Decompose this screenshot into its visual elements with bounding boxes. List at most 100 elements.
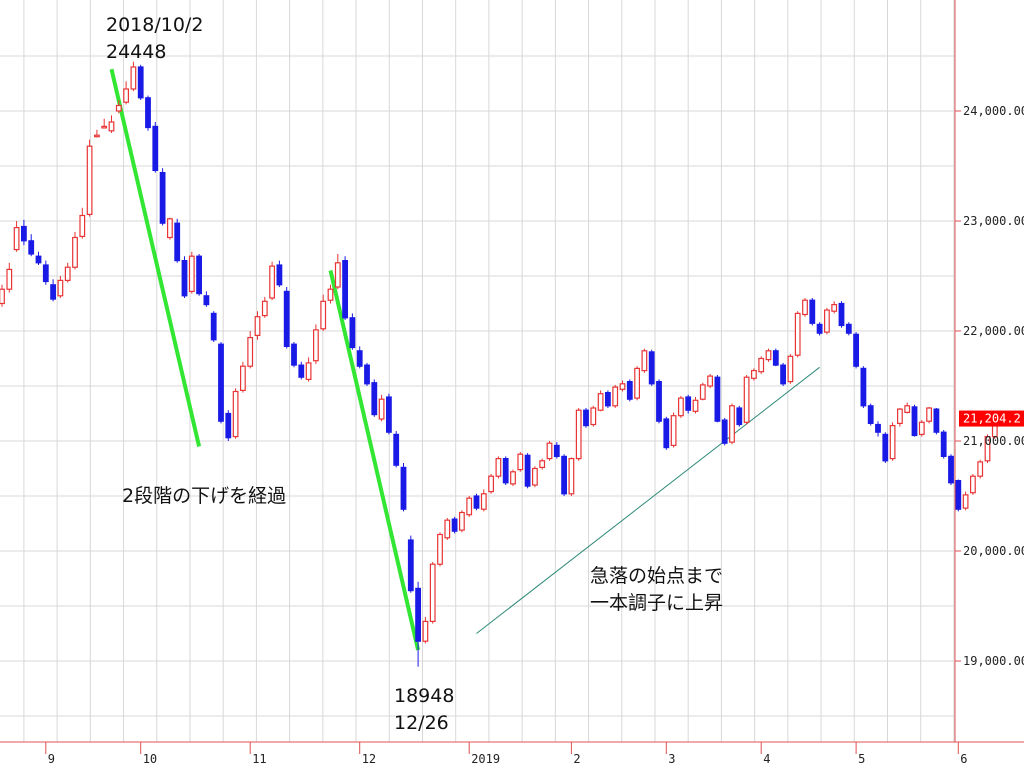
candlesticks — [0, 61, 998, 667]
candle-body-up — [320, 300, 327, 330]
candle-body-down — [524, 454, 531, 487]
candle-body-up — [641, 350, 648, 372]
candle-body-up — [597, 393, 604, 411]
candle-body-up — [765, 350, 772, 361]
candle-body-up — [123, 88, 130, 103]
candle-body-down — [940, 431, 947, 458]
candle-body-down — [648, 351, 655, 385]
candle-body-up — [794, 312, 801, 356]
candle-body-down — [371, 382, 378, 416]
x-tick-label: 10 — [143, 752, 157, 766]
candle-body-up — [6, 268, 13, 290]
candle-body-down — [42, 264, 49, 283]
x-tick-label: 11 — [252, 752, 266, 766]
candle-body-up — [539, 460, 546, 468]
candle-body-up — [634, 367, 640, 399]
candle-body-up — [612, 386, 619, 407]
y-tick-label: 20,000.00 — [963, 544, 1024, 558]
candle-body-down — [875, 423, 881, 433]
candle-body-up — [0, 288, 5, 305]
candle-body-down — [867, 405, 874, 424]
candle-body-down — [35, 255, 42, 264]
candle-body-up — [444, 519, 451, 539]
x-tick-label: 4 — [763, 752, 770, 766]
last-price-tag — [959, 410, 1024, 427]
candle-body-up — [729, 405, 735, 443]
candle-body-up — [240, 365, 246, 392]
candle-body-up — [568, 458, 575, 495]
candle-body-up — [896, 408, 903, 425]
candle-body-down — [210, 312, 217, 341]
candle-body-down — [561, 455, 567, 495]
candle-body-down — [145, 97, 151, 129]
candle-body-down — [21, 225, 27, 242]
candle-body-up — [517, 453, 524, 471]
candle-body-down — [283, 290, 290, 347]
candle-body-up — [531, 467, 538, 486]
candle-body-down — [626, 381, 633, 400]
candle-body-down — [809, 299, 816, 324]
candle-body-down — [685, 396, 692, 411]
decline-trend-line — [328, 270, 421, 651]
candle-body-up — [480, 493, 487, 510]
candle-body-up — [72, 236, 78, 268]
candle-body-up — [167, 218, 173, 239]
candle-body-down — [838, 302, 845, 327]
candle-body-up — [802, 299, 808, 316]
candle-body-up — [466, 497, 473, 516]
candle-body-up — [889, 425, 896, 460]
candle-body-up — [918, 421, 925, 435]
candle-body-up — [334, 262, 341, 288]
candle-body-up — [904, 405, 911, 413]
candle-body-up — [422, 620, 429, 642]
candle-body-down — [342, 260, 348, 319]
candle-body-up — [962, 494, 969, 509]
candle-body-up — [699, 384, 706, 400]
candle-body-up — [823, 309, 830, 333]
candle-body-down — [28, 240, 35, 255]
x-tick-label: 12 — [362, 752, 376, 766]
candle-body-down — [400, 466, 407, 510]
candle-body-down — [933, 408, 940, 433]
candle-body-up — [546, 442, 553, 460]
candle-body-up — [13, 227, 20, 251]
candle-body-down — [203, 295, 210, 306]
candle-body-down — [181, 260, 188, 297]
candle-body-up — [188, 255, 195, 293]
trough-date-label: 12/26 — [394, 712, 449, 734]
candle-body-up — [707, 375, 713, 387]
candle-body-down — [356, 350, 363, 367]
candle-body-down — [298, 364, 305, 378]
candle-body-up — [378, 398, 385, 420]
two-step-decline-note: 2段階の下げを経過 — [122, 485, 287, 507]
candle-body-down — [656, 381, 662, 422]
y-tick-label: 22,000.00 — [963, 324, 1024, 338]
candle-body-down — [218, 343, 224, 422]
candle-body-down — [137, 66, 144, 99]
decline-trend-line — [109, 68, 202, 447]
y-tick-label: 19,000.00 — [963, 654, 1024, 668]
candle-body-up — [677, 397, 684, 417]
candle-body-down — [451, 518, 458, 532]
x-tick-label: 2 — [573, 752, 580, 766]
candle-body-up — [692, 399, 699, 412]
candle-body-up — [79, 214, 86, 237]
peak-annotation: 2018/10/2 24448 — [106, 12, 203, 66]
candle-body-up — [101, 125, 108, 129]
candle-body-up — [510, 471, 516, 485]
y-tick-label: 24,000.00 — [963, 104, 1024, 118]
candle-body-up — [926, 407, 932, 422]
x-tick-label: 3 — [668, 752, 675, 766]
uptrend-line — [476, 366, 820, 634]
candle-body-up — [977, 461, 984, 477]
candle-body-down — [948, 455, 954, 484]
candle-body-down — [159, 172, 166, 224]
candle-body-up — [984, 436, 991, 462]
last-price-label: 21,204.2 — [963, 412, 1021, 426]
rise-note-line-2: 一本調子に上昇 — [590, 592, 724, 614]
candle-body-down — [911, 406, 918, 437]
candle-body-up — [261, 300, 268, 317]
candle-body-up — [313, 329, 319, 362]
